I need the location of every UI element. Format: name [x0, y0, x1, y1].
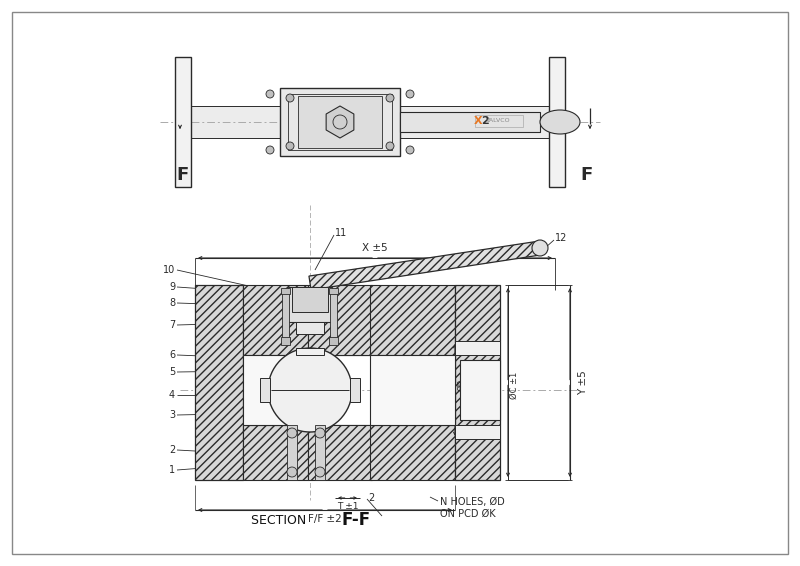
Text: ØB: ØB [457, 379, 466, 391]
Circle shape [286, 142, 294, 150]
Text: 14: 14 [315, 457, 326, 466]
Bar [308, 285, 372, 355]
Text: F/F ±2: F/F ±2 [308, 514, 342, 524]
Polygon shape [309, 241, 541, 290]
Text: F: F [581, 166, 593, 184]
Bar [400, 112, 540, 132]
Text: ØC ±1: ØC ±1 [510, 371, 519, 398]
Bar [243, 425, 308, 480]
Text: 13: 13 [315, 448, 326, 457]
Text: 6: 6 [169, 350, 175, 360]
Bar [175, 57, 191, 187]
Text: F: F [176, 166, 188, 184]
Bar [281, 288, 290, 294]
Circle shape [406, 146, 414, 154]
Bar [280, 88, 400, 156]
Bar [287, 425, 297, 480]
Bar [455, 285, 500, 480]
Bar [315, 425, 325, 480]
Circle shape [286, 94, 294, 102]
Polygon shape [326, 106, 354, 138]
Circle shape [268, 348, 352, 432]
Circle shape [386, 94, 394, 102]
Text: 10: 10 [162, 265, 175, 275]
Bar [329, 337, 338, 345]
Text: ØA: ØA [442, 379, 451, 391]
Bar [281, 337, 290, 345]
Bar [296, 348, 324, 355]
Bar [260, 378, 270, 402]
Bar [460, 360, 500, 420]
Text: 2: 2 [169, 445, 175, 455]
Text: Y ±5: Y ±5 [578, 370, 588, 395]
Text: 2: 2 [368, 493, 374, 503]
Text: T ±1: T ±1 [337, 502, 358, 511]
Bar [288, 94, 392, 150]
Text: 8: 8 [169, 298, 175, 308]
Circle shape [315, 428, 325, 438]
Bar [475, 115, 523, 127]
Bar [370, 355, 455, 425]
Text: 1: 1 [169, 465, 175, 475]
Bar [282, 290, 289, 340]
Text: 9: 9 [169, 282, 175, 292]
Ellipse shape [540, 110, 580, 134]
Bar [329, 288, 338, 294]
Text: SECTION: SECTION [250, 513, 310, 526]
Text: 12: 12 [555, 233, 567, 243]
Bar [191, 106, 280, 138]
Bar [243, 355, 308, 425]
Text: N HOLES, ØD: N HOLES, ØD [440, 497, 505, 507]
Bar [288, 287, 332, 322]
Bar [292, 287, 328, 312]
Text: 4: 4 [169, 390, 175, 400]
Text: VALVCO: VALVCO [486, 118, 510, 123]
Bar [296, 322, 324, 334]
Text: 2: 2 [481, 116, 489, 126]
Circle shape [406, 90, 414, 98]
Circle shape [532, 240, 548, 256]
Circle shape [386, 142, 394, 150]
Bar [455, 425, 500, 439]
Bar [455, 341, 500, 355]
Circle shape [287, 428, 297, 438]
Bar [350, 378, 360, 402]
Text: 5: 5 [169, 367, 175, 377]
Text: X: X [474, 116, 482, 126]
Bar [400, 106, 549, 138]
Text: 3: 3 [169, 410, 175, 420]
Bar [195, 285, 243, 480]
Text: F-F: F-F [342, 511, 370, 529]
Circle shape [266, 90, 274, 98]
Circle shape [266, 146, 274, 154]
Bar [298, 96, 382, 148]
Bar [549, 57, 565, 187]
Text: ON PCD ØK: ON PCD ØK [440, 509, 496, 519]
Bar [370, 285, 455, 355]
Text: 7: 7 [169, 320, 175, 330]
Circle shape [287, 467, 297, 477]
Text: X ±5: X ±5 [362, 243, 388, 253]
Bar [243, 285, 308, 355]
Bar [308, 425, 372, 480]
Bar [330, 290, 337, 340]
Bar [370, 425, 455, 480]
Text: 11: 11 [335, 228, 347, 238]
Circle shape [315, 467, 325, 477]
